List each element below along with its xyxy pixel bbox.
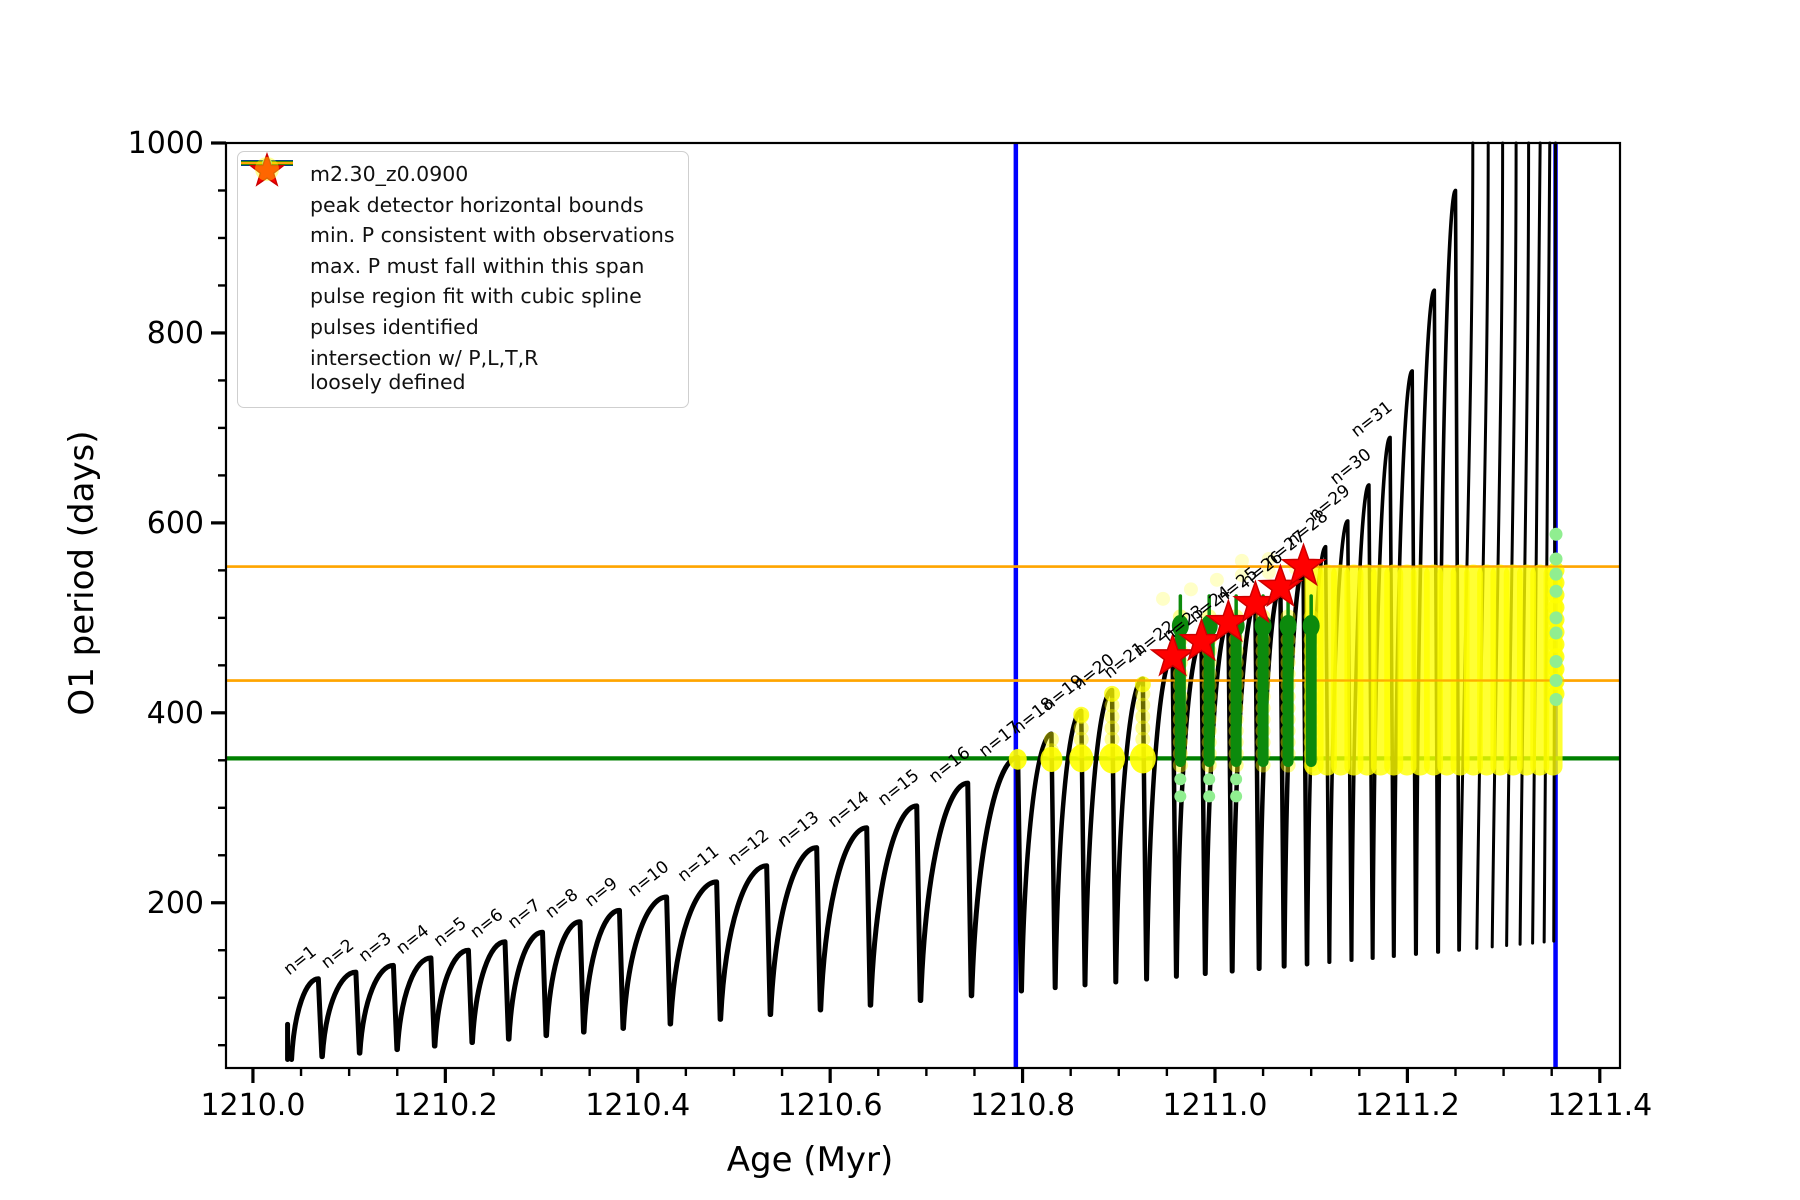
legend-item-spline: pulse region fit with cubic spline (248, 158, 676, 309)
x-tick-label: 1210.6 (778, 1088, 883, 1123)
pulse-n-label: n=8 (542, 885, 583, 923)
y-tick-label: 200 (147, 886, 204, 921)
x-axis-label: Age (Myr) (726, 1140, 894, 1180)
legend-label: max. P must fall within this span (310, 253, 645, 278)
y-tick-label: 1000 (128, 126, 204, 161)
legend-label: peak detector horizontal bounds (310, 192, 644, 217)
legend-label: pulses identified (310, 314, 479, 339)
legend-item-series: m2.30_z0.0900 (241, 160, 676, 187)
intersection-markers (226, 551, 1620, 776)
y-tick-label: 600 (147, 506, 204, 541)
x-tick-label: 1211.4 (1547, 1088, 1652, 1123)
pulse-n-label: n=30 (1326, 445, 1375, 489)
spline-bars (1171, 594, 1320, 767)
x-tick-label: 1211.0 (1162, 1088, 1267, 1123)
y-ticks: 200 400 600 800 1000 (128, 126, 226, 1047)
pulse-n-label: n=2 (318, 935, 359, 973)
y-axis-label: O1 period (days) (62, 430, 102, 716)
pulse-n-label: n=4 (393, 921, 434, 959)
x-tick-label: 1211.2 (1355, 1088, 1460, 1123)
legend-item-bounds: peak detector horizontal bounds (241, 160, 676, 218)
legend-item-intersection: intersection w/ P,L,T,R loosely defined (248, 157, 676, 395)
pulse-n-label: n=1 (280, 942, 321, 980)
pulse-n-label: n=7 (504, 895, 545, 933)
x-tick-label: 1210.0 (200, 1088, 305, 1123)
axes-frame (224, 141, 1622, 1070)
legend-item-minp: min. P consistent with observations (241, 160, 676, 248)
legend-label: min. P consistent with observations (310, 223, 675, 248)
x-ticks: 1210.0 1210.2 1210.4 1210.6 1210.8 1211.0 1211… (200, 1068, 1652, 1123)
y-tick-label: 400 (147, 696, 204, 731)
x-tick-label: 1210.2 (393, 1088, 498, 1123)
legend: m2.30_z0.0900 peak detector horizontal b… (237, 151, 689, 408)
legend-label: intersection w/ P,L,T,R loosely defined (310, 345, 539, 395)
pulse-stars (1149, 542, 1327, 677)
legend-label: pulse region fit with cubic spline (310, 284, 642, 309)
pulse-n-label: n=5 (430, 913, 471, 951)
pulse-n-label: n=31 (1347, 397, 1396, 441)
pulse-n-label: n=9 (581, 873, 622, 911)
legend-item-pulses: pulses identified (248, 152, 676, 340)
pulse-n-label: n=3 (355, 929, 396, 967)
legend-label: m2.30_z0.0900 (310, 162, 469, 186)
pulse-n-label: n=6 (467, 905, 508, 943)
spline-fit-dots (1174, 527, 1563, 803)
legend-item-maxp: max. P must fall within this span (241, 161, 676, 279)
pulse-n-label: n=29 (1305, 481, 1354, 525)
x-tick-label: 1210.8 (970, 1088, 1075, 1123)
y-tick-label: 800 (147, 316, 204, 351)
x-tick-label: 1210.4 (585, 1088, 690, 1123)
